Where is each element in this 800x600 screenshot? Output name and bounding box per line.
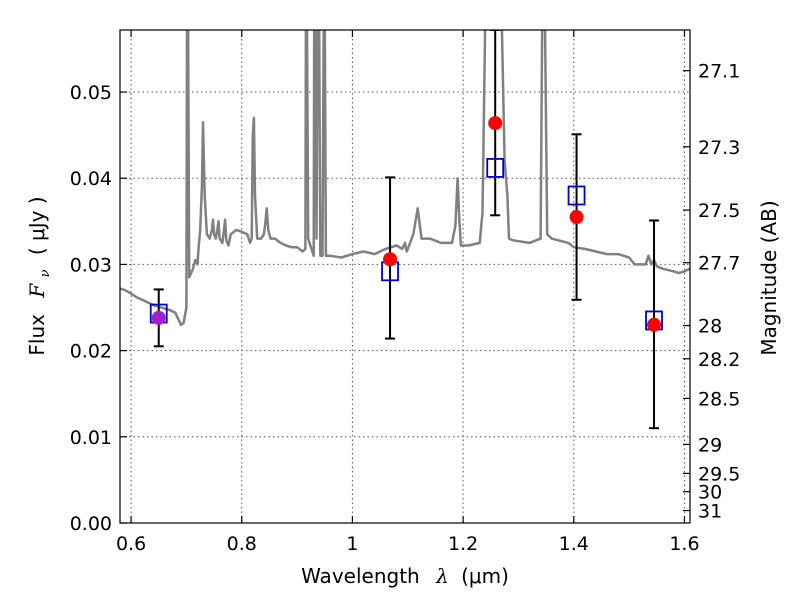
spectrum-line [120, 30, 690, 327]
x-tick-label: 0.6 [116, 533, 146, 555]
y2-tick-label: 29 [698, 434, 722, 456]
y-axis-title-unit: ( μJy ) [25, 196, 49, 255]
y-axis-ticks: 0.00 0.01 0.02 0.03 0.04 0.05 [70, 82, 127, 535]
y-axis-title-subscript: ν [38, 269, 53, 277]
x-tick-label: 1.6 [669, 533, 699, 555]
y-tick-label: 0.00 [70, 513, 112, 535]
y2-tick-label: 28.5 [698, 388, 740, 410]
y2-tick-label: 31 [698, 501, 722, 523]
y-tick-label: 0.02 [70, 341, 112, 363]
axes-frame [119, 29, 691, 524]
y-tick-label: 0.05 [70, 82, 112, 104]
y-axis-title-text: Flux [25, 314, 49, 356]
y2-tick-label: 27.3 [698, 137, 740, 159]
x-tick-label: 0.8 [227, 533, 257, 555]
x-tick-label: 1 [346, 533, 358, 555]
y-tick-label: 0.04 [70, 168, 112, 190]
y-axis-title-symbol: F [25, 283, 49, 299]
y-axis-title: Flux F ν ( μJy ) [25, 196, 54, 355]
y2-axis-title: Magnitude (AB) [757, 200, 781, 355]
y2-tick-label: 28.2 [698, 349, 740, 371]
x-axis-ticks: 0.6 0.8 1 1.2 1.4 1.6 [116, 30, 700, 555]
model-photometry-square [567, 185, 586, 206]
y-tick-label: 0.03 [70, 254, 112, 276]
x-axis-title-unit: (μm) [461, 564, 509, 588]
x-axis-title-symbol: λ [435, 564, 449, 588]
y2-tick-label: 27.5 [698, 200, 740, 222]
observed-flux-point [383, 252, 398, 267]
grid-lines [120, 30, 690, 524]
x-axis-title-text: Wavelength [301, 564, 420, 588]
y2-tick-label: 27.1 [698, 61, 740, 83]
x-axis-title: Wavelength λ (μm) [301, 564, 509, 588]
x-tick-label: 1.4 [559, 533, 589, 555]
model-photometry-square [486, 158, 505, 178]
y2-tick-label: 29.5 [698, 463, 740, 485]
y-tick-label: 0.01 [70, 427, 112, 449]
observed-flux-point [151, 310, 166, 325]
observed-flux-point [569, 210, 584, 225]
observed-flux-point [488, 116, 503, 131]
plot-area [120, 30, 690, 430]
plot-frame [119, 29, 691, 524]
x-tick-label: 1.2 [448, 533, 478, 555]
y2-tick-label: 27.7 [698, 253, 740, 275]
observed-flux-point [647, 317, 662, 332]
y2-tick-label: 28 [698, 316, 722, 338]
y2-tick-label: 30 [698, 482, 722, 504]
